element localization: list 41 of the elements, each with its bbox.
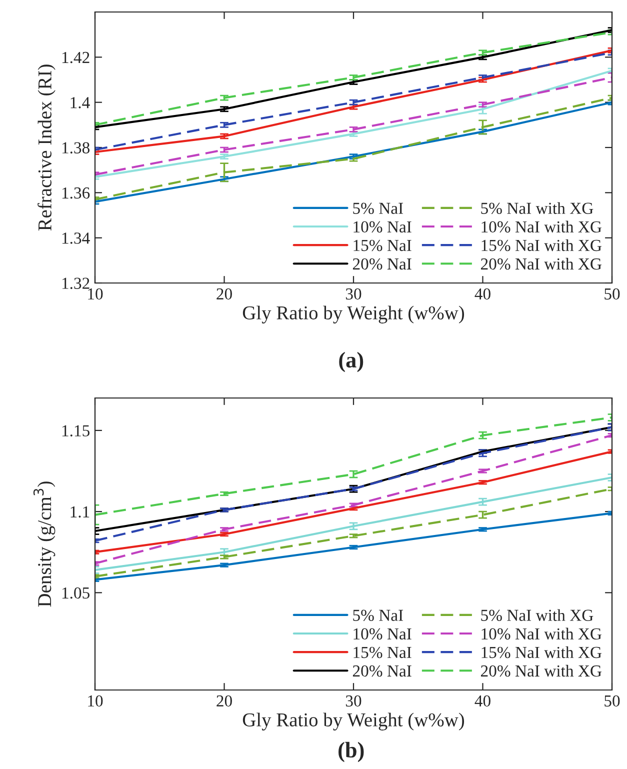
legend-label: 15% NaI	[354, 240, 412, 252]
x-axis-title: Gly Ratio by Weight (w%w)	[242, 712, 464, 730]
legend-label: 15% NaI	[354, 646, 412, 658]
legend-label: 10% NaI	[354, 628, 412, 640]
legend-label: 20% NaI with XG	[480, 258, 602, 270]
x-tick-label: 40	[474, 288, 490, 300]
y-tick-label: 1.42	[62, 52, 90, 64]
x-tick-label: 10	[88, 288, 103, 300]
x-tick-label: 10	[88, 695, 103, 707]
legend-label: 20% NaI	[352, 258, 412, 270]
legend-label: 10% NaI	[354, 221, 412, 233]
y-tick-label: 1.38	[62, 142, 90, 154]
legend-label: 10% NaI with XG	[482, 220, 602, 233]
y-axis-title: Refractive Index (RI)	[38, 64, 56, 231]
text: (b)	[338, 742, 364, 762]
x-axis-title: Gly Ratio by Weight (w%w)	[242, 306, 464, 324]
x-tick-label: 20	[216, 288, 232, 300]
y-tick-label: 1.15	[62, 425, 90, 436]
legend-label: 5% NaI	[353, 610, 404, 622]
y-tick-label: 1.32	[62, 278, 90, 290]
y-tick-label: 1.1	[70, 506, 90, 518]
y-tick-label: 1.36	[62, 187, 90, 199]
y-tick-label: 1.4	[70, 97, 90, 108]
y-tick-label: 1.05	[62, 587, 90, 599]
x-tick-label: 50	[604, 288, 620, 300]
legend-label: 15% NaI with XG	[482, 646, 602, 658]
legend-label: 10% NaI with XG	[482, 628, 602, 640]
legend-label: 20% NaI with XG	[480, 664, 602, 677]
x-tick-label: 40	[474, 695, 490, 707]
legend-label: 20% NaI	[352, 665, 412, 677]
y-tick-label: 1.34	[62, 232, 90, 244]
y-axis-title: Density (g/cm$^{3}$)	[33, 482, 56, 607]
x-tick-label: 30	[346, 288, 362, 300]
x-tick-label: 30	[346, 695, 362, 707]
x-tick-label: 20	[216, 695, 232, 707]
legend-label: 5% NaI with XG	[481, 202, 594, 214]
legend-label: 15% NaI with XG	[482, 239, 602, 252]
text: (a)	[339, 352, 364, 372]
legend-label: 5% NaI with XG	[481, 609, 594, 622]
x-tick-label: 50	[604, 695, 620, 707]
legend-label: 5% NaI	[353, 202, 404, 214]
